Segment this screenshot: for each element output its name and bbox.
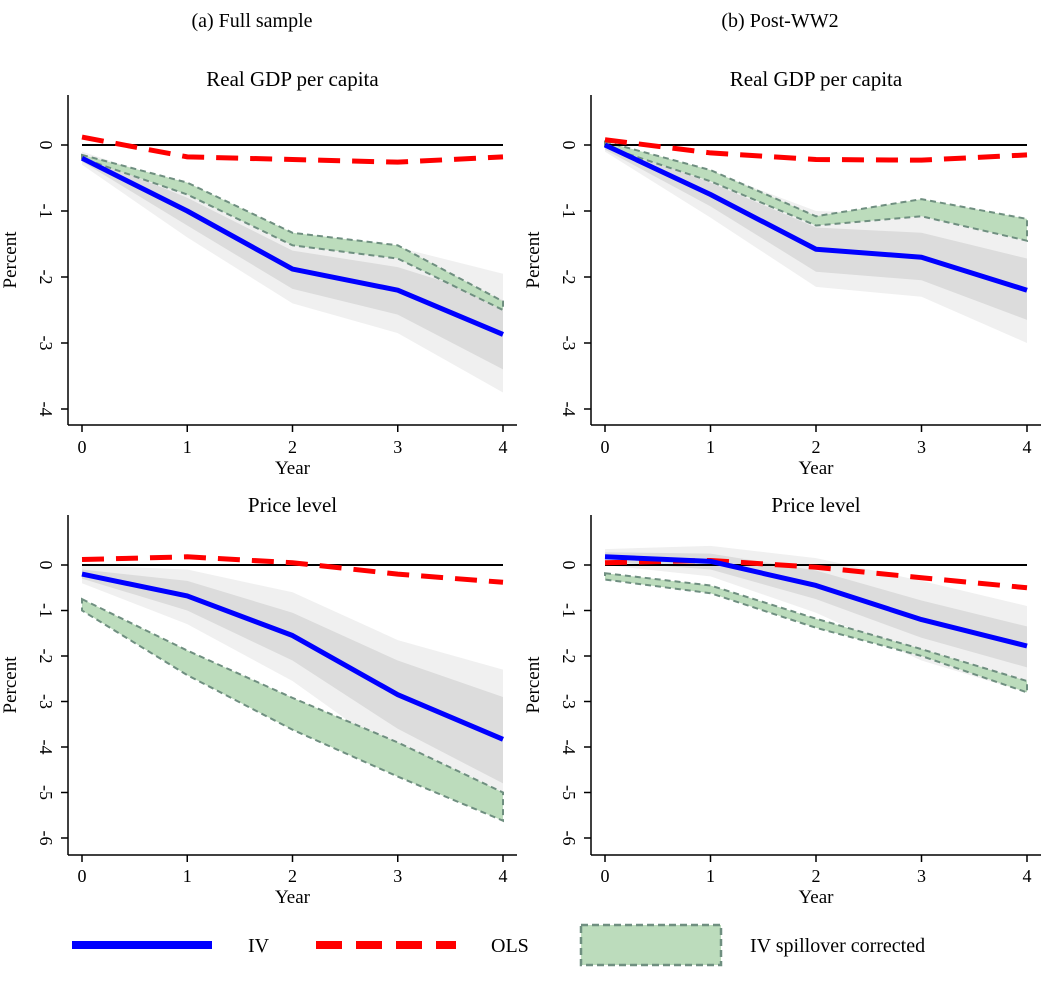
series-iv-line [604, 554, 1028, 649]
x-tick-label: 2 [288, 866, 297, 886]
y-tick-label: 0 [559, 561, 579, 570]
series-iv-line [603, 142, 1028, 293]
y-axis-title: Percent [523, 656, 544, 714]
series-iv-line [81, 571, 504, 742]
x-tick-label: 3 [393, 866, 402, 886]
panel-title: Price level [771, 493, 860, 517]
y-tick-label: -2 [559, 649, 579, 664]
x-tick-label: 2 [812, 437, 821, 457]
y-tick-label: -2 [36, 270, 56, 285]
y-tick-label: -3 [559, 336, 579, 351]
x-tick-label: 1 [183, 437, 192, 457]
corrected-band [604, 572, 1028, 694]
x-tick-label: 4 [499, 866, 508, 886]
x-tick-label: 3 [917, 437, 926, 457]
x-tick-label: 1 [183, 866, 192, 886]
y-tick-label: -3 [36, 336, 56, 351]
y-tick-label: -4 [36, 740, 56, 755]
panel-title: Real GDP per capita [206, 67, 379, 91]
y-tick-label: -3 [559, 694, 579, 709]
x-tick-label: 2 [288, 437, 297, 457]
y-tick-label: 0 [559, 141, 579, 150]
y-tick-label: -4 [36, 402, 56, 417]
legend-corrected-swatch [579, 923, 723, 967]
legend-iv-label: IV [248, 935, 270, 957]
y-axis-title: Percent [0, 656, 21, 714]
y-tick-label: -1 [559, 603, 579, 618]
y-tick-label: -1 [36, 603, 56, 618]
y-tick-label: -1 [559, 204, 579, 219]
y-tick-label: -4 [559, 402, 579, 417]
column-title-b: (b) Post-WW2 [721, 10, 838, 32]
y-tick-label: -6 [36, 831, 56, 846]
panel-gdp-post-ww2: Real GDP per capita 0 -1 -2 -3 -4 0 1 2 3 4 Year Per… [523, 67, 1041, 479]
panel-title: Price level [248, 493, 337, 517]
x-tick-label: 0 [601, 866, 610, 886]
corrected-band [604, 140, 1028, 242]
y-tick-label: -2 [36, 649, 56, 664]
x-axis-title: Year [798, 458, 834, 479]
series-ols-line [604, 137, 1028, 163]
legend-ols-label: OLS [491, 935, 529, 957]
x-tick-label: 3 [917, 866, 926, 886]
series-ols-line [81, 554, 504, 585]
y-tick-label: -5 [559, 785, 579, 800]
panel-price-full-sample: Price level 0 -1 -2 -3 -4 -5 -6 0 1 2 3 4 Year Percent [0, 493, 517, 908]
panel-gdp-full-sample: Real GDP per capita 0 -1 -2 -3 -4 0 1 2 3 4 Year Per… [0, 67, 517, 479]
y-tick-label: 0 [36, 561, 56, 570]
x-tick-label: 4 [499, 437, 508, 457]
y-tick-label: -3 [36, 694, 56, 709]
series-iv-line [80, 155, 504, 337]
legend-corrected-label: IV spillover corrected [750, 935, 925, 957]
y-tick-label: -4 [559, 740, 579, 755]
x-tick-label: 1 [706, 866, 715, 886]
x-axis-title: Year [798, 887, 834, 908]
panel-title: Real GDP per capita [730, 67, 903, 91]
y-axis-title: Percent [523, 231, 544, 289]
corrected-band [81, 597, 504, 823]
x-tick-label: 1 [706, 437, 715, 457]
x-tick-label: 3 [393, 437, 402, 457]
x-tick-label: 0 [78, 437, 87, 457]
series-ols-line [81, 134, 504, 165]
x-tick-label: 2 [812, 866, 821, 886]
column-title-a: (a) Full sample [191, 10, 312, 32]
x-axis-title: Year [275, 458, 311, 479]
x-tick-label: 0 [601, 437, 610, 457]
y-tick-label: -2 [559, 270, 579, 285]
y-tick-label: -5 [36, 785, 56, 800]
corrected-band [81, 153, 504, 312]
confidence-band-inner [82, 569, 503, 784]
y-tick-label: -6 [559, 831, 579, 846]
x-tick-label: 4 [1023, 866, 1032, 886]
y-tick-label: 0 [36, 141, 56, 150]
y-axis-title: Percent [0, 231, 21, 289]
x-tick-label: 0 [78, 866, 87, 886]
y-tick-label: -1 [36, 204, 56, 219]
x-tick-label: 4 [1023, 437, 1032, 457]
legend: IV OLS IV spillover corrected [72, 923, 925, 967]
x-axis-title: Year [275, 887, 311, 908]
confidence-band-inner [605, 143, 1027, 320]
panel-price-post-ww2: Price level 0 -1 -2 -3 -4 -5 -6 0 1 2 3 4 Year Percent [523, 493, 1041, 908]
